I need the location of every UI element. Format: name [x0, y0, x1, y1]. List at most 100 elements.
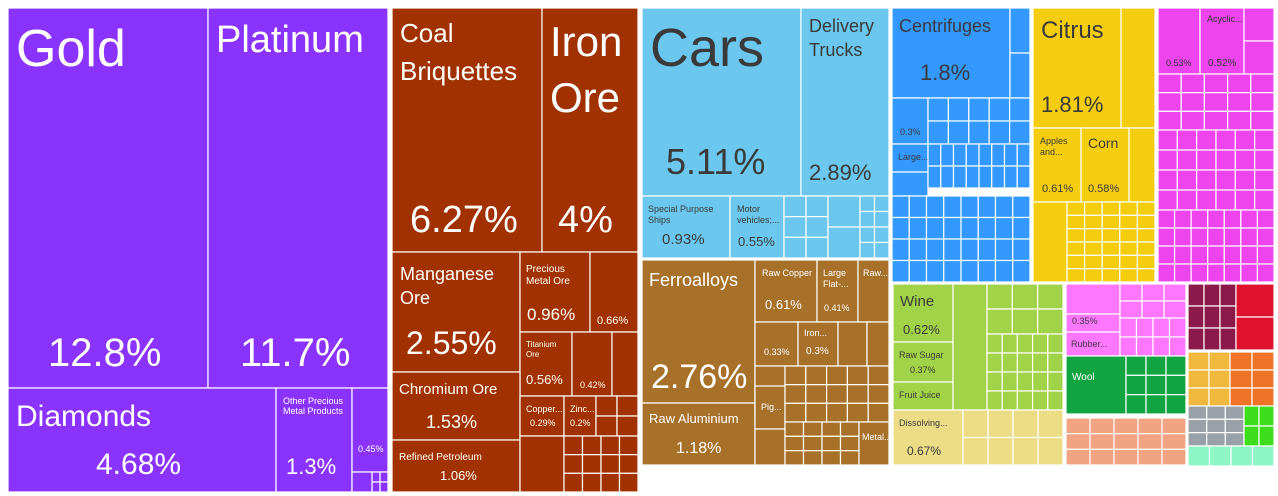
cell-plastics-small[interactable] [1168, 336, 1187, 357]
cell-textiles-small[interactable] [1203, 305, 1221, 329]
cell-machines-small[interactable] [947, 120, 970, 145]
cell-chem-small[interactable] [1157, 189, 1178, 211]
cell-metals-small[interactable] [805, 365, 828, 386]
cell-arts-small[interactable] [1230, 445, 1254, 467]
cell-chem-small[interactable] [1250, 110, 1275, 131]
cell-veg-small[interactable] [1101, 228, 1121, 243]
cell-metals-small[interactable] [839, 450, 860, 466]
cell-hides-small[interactable] [1065, 433, 1091, 450]
cell-chem-small[interactable] [1157, 73, 1182, 94]
cell-hides-small[interactable] [1137, 417, 1163, 435]
cell-chem-small[interactable] [1254, 129, 1275, 151]
cell-food-small[interactable] [952, 283, 988, 411]
cell-metals-small[interactable] [825, 384, 848, 404]
cell-food-small[interactable] [986, 371, 1003, 392]
cell-machines-small[interactable] [891, 216, 910, 240]
cell-food-small[interactable] [986, 352, 1003, 373]
cell-corn[interactable] [1080, 127, 1130, 203]
cell-weapons-small[interactable] [1243, 425, 1260, 447]
cell-instruments-small[interactable] [1235, 316, 1275, 351]
cell-metals-small[interactable] [839, 435, 860, 452]
cell-minerals-small[interactable] [600, 472, 621, 493]
cell-footwear-small[interactable] [1187, 351, 1210, 371]
cell-machines-small[interactable] [927, 120, 949, 145]
cell-machines-small[interactable] [1012, 195, 1031, 219]
cell-hides-small[interactable] [1113, 417, 1139, 435]
cell-chem-small[interactable] [1240, 245, 1259, 265]
cell-chem-small[interactable] [1180, 92, 1205, 112]
cell-food-small[interactable] [1001, 333, 1019, 354]
cell-misc-small[interactable] [1224, 418, 1245, 434]
cell-hides-small[interactable] [1089, 433, 1115, 450]
cell-chem-small[interactable] [1256, 227, 1275, 247]
cell-veg-small[interactable] [1083, 214, 1103, 230]
cell-metals-small[interactable] [805, 384, 828, 404]
cell-food-small[interactable] [1016, 352, 1034, 373]
cell-transport-small[interactable] [827, 195, 861, 228]
cell-hides-small[interactable] [1113, 433, 1139, 450]
cell-plastics-small[interactable] [1065, 283, 1121, 315]
cell-veg-small[interactable] [1083, 254, 1103, 270]
cell-metals-small[interactable] [846, 384, 869, 404]
cell-plastics-small[interactable] [1152, 317, 1171, 338]
cell-machines-small[interactable] [994, 216, 1014, 240]
cell-chem-small[interactable] [1180, 73, 1205, 94]
cell-chem-small[interactable] [1176, 169, 1198, 191]
cell-animal-small[interactable] [1165, 394, 1187, 415]
cell-chem-small[interactable] [1173, 227, 1192, 247]
cell-veg-small[interactable] [1083, 201, 1103, 216]
cell-machines-small[interactable] [943, 195, 962, 219]
cell-machines-small[interactable] [1009, 7, 1031, 54]
cell-chem-small[interactable] [1190, 209, 1209, 229]
cell-metals-small[interactable] [784, 450, 805, 466]
cell-chem-small[interactable] [1240, 209, 1259, 229]
cell-chem-small[interactable] [1223, 227, 1242, 247]
cell-machines-small[interactable] [1012, 216, 1031, 240]
cell-transport-small[interactable] [827, 226, 861, 259]
cell-plastics-small[interactable] [1141, 283, 1165, 302]
cell-machines-small[interactable] [908, 238, 928, 262]
cell-chem-small[interactable] [1240, 227, 1259, 247]
cell-precious-tiny[interactable] [379, 481, 389, 493]
cell-iron-ore[interactable] [541, 7, 639, 253]
cell-transport-small[interactable] [783, 216, 807, 238]
cell-food-small[interactable] [1047, 333, 1064, 354]
cell-chem-small[interactable] [1176, 189, 1198, 211]
cell-chem-small[interactable] [1234, 169, 1256, 191]
cell-food-small[interactable] [986, 390, 1003, 411]
cell-chem-small[interactable] [1226, 110, 1252, 131]
cell-chem-small[interactable] [1215, 129, 1236, 151]
cell-animal-small[interactable] [1145, 394, 1167, 415]
cell-footwear-small[interactable] [1187, 369, 1210, 389]
cell-transport-small[interactable] [783, 236, 807, 259]
cell-chem-small[interactable] [1203, 73, 1229, 94]
cell-chem-small[interactable] [1207, 245, 1225, 265]
cell-machines-small[interactable] [943, 259, 962, 283]
cell-food-small[interactable] [1047, 371, 1064, 392]
cell-hides-small[interactable] [1161, 448, 1187, 466]
cell-misc-small[interactable] [1206, 432, 1226, 447]
cell-machines-small[interactable] [1009, 52, 1031, 99]
cell-veg-small[interactable] [1066, 228, 1086, 243]
cell-footwear-small[interactable] [1187, 387, 1210, 407]
cell-food-small[interactable] [1011, 308, 1039, 335]
cell-textiles-small[interactable] [1219, 327, 1237, 351]
cell-chem-small[interactable] [1157, 245, 1176, 265]
cell-metals-small[interactable] [867, 365, 890, 386]
cell-minerals-small[interactable] [563, 472, 584, 493]
cell-ferroalloys[interactable] [641, 259, 756, 404]
cell-minerals-small[interactable] [563, 435, 584, 456]
cell-machines-small[interactable] [952, 165, 967, 189]
cell-machines-small[interactable] [1016, 143, 1031, 167]
cell-metals-small[interactable] [784, 365, 807, 386]
cell-minerals-small[interactable] [616, 415, 639, 437]
cell-veg-small[interactable] [1083, 228, 1103, 243]
cell-animal-small[interactable] [1165, 374, 1187, 396]
cell-food-small[interactable] [986, 308, 1013, 335]
cell-metals-small[interactable] [784, 384, 807, 404]
cell-stone-small[interactable] [1229, 369, 1253, 389]
cell-machines-03[interactable] [891, 97, 929, 145]
cell-veg-small[interactable] [1119, 228, 1139, 243]
cell-precious-ore[interactable] [519, 251, 591, 333]
cell-arts-small[interactable] [1251, 445, 1275, 467]
